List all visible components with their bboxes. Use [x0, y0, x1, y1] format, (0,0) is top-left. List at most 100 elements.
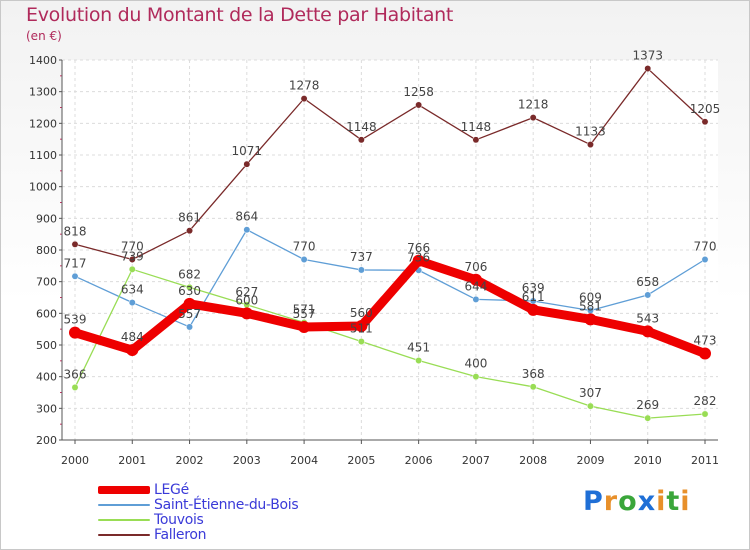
legend-label-falleron: Falleron	[154, 526, 207, 543]
data-point	[183, 297, 196, 310]
logo-letter: i	[680, 486, 691, 517]
data-point	[128, 299, 136, 307]
legend-swatch-saint-etienne-du-bois	[98, 503, 150, 506]
chart-title: Evolution du Montant de la Dette par Hab…	[26, 4, 454, 26]
data-label: 1133	[575, 125, 606, 139]
data-label: 366	[64, 367, 87, 381]
series-line-1	[74, 229, 706, 328]
legend-swatch-touvois	[98, 518, 150, 521]
data-label: 770	[293, 240, 316, 254]
data-label: 560	[350, 306, 373, 320]
legend-label-saint-etienne-du-bois: Saint-Étienne-du-Bois	[154, 496, 299, 513]
x-tick-label: 2001	[118, 454, 146, 467]
y-tick-label: 900	[36, 212, 57, 225]
y-tick-label: 800	[36, 244, 57, 257]
data-point	[529, 383, 537, 391]
data-label: 861	[178, 211, 201, 225]
data-point	[243, 226, 251, 234]
data-label: 818	[64, 224, 87, 238]
data-point	[240, 307, 253, 320]
data-point	[128, 256, 136, 263]
data-label: 557	[178, 307, 201, 321]
data-label: 557	[293, 307, 316, 321]
data-label: 581	[579, 299, 602, 313]
logo-letter: t	[666, 486, 681, 517]
data-label: 737	[350, 250, 373, 264]
legend-swatch-lege	[98, 485, 150, 494]
y-tick-label: 1000	[29, 181, 57, 194]
x-tick-label: 2006	[405, 454, 433, 467]
data-point	[584, 313, 597, 326]
y-tick-label: 1200	[29, 117, 57, 130]
x-tick-label: 2007	[462, 454, 490, 467]
x-tick-label: 2010	[634, 454, 662, 467]
data-point	[186, 283, 193, 291]
y-tick-label: 1300	[29, 86, 57, 99]
data-label: 864	[235, 210, 258, 224]
x-tick-label: 2008	[519, 454, 547, 467]
logo-letter: P	[583, 486, 604, 517]
x-tick-label: 2000	[61, 454, 89, 467]
data-label: 766	[407, 241, 430, 255]
data-label: 1278	[289, 79, 320, 93]
x-tick-label: 2003	[233, 454, 261, 467]
y-tick-label: 500	[36, 339, 57, 352]
data-label: 658	[636, 275, 659, 289]
data-point	[300, 256, 308, 263]
data-label: 511	[350, 322, 373, 336]
chart-subtitle: (en €)	[26, 29, 62, 43]
data-point	[412, 254, 425, 267]
data-point	[587, 141, 594, 149]
data-point	[701, 118, 709, 126]
legend-label-lege: LEGé	[154, 481, 189, 498]
data-label: 1148	[346, 120, 377, 134]
data-label: 630	[178, 284, 201, 298]
data-point	[357, 338, 365, 345]
data-label: 539	[64, 313, 87, 327]
data-point	[71, 383, 79, 391]
data-point	[472, 295, 480, 303]
data-label: 543	[636, 311, 659, 325]
data-point	[701, 410, 709, 418]
data-point	[69, 326, 81, 339]
data-label: 451	[407, 341, 430, 355]
data-point	[472, 136, 480, 144]
x-tick-label: 2009	[576, 454, 604, 467]
data-label: 770	[121, 240, 144, 254]
y-tick-label: 1400	[29, 54, 57, 67]
series-line-3	[74, 67, 706, 261]
legend-item-lege: LEGé	[98, 481, 298, 498]
data-label: 600	[235, 293, 258, 307]
logo-letter: o	[618, 486, 638, 517]
data-point	[71, 240, 79, 248]
data-label: 609	[579, 290, 602, 304]
y-tick-label: 700	[36, 276, 57, 289]
data-label: 1148	[461, 120, 492, 134]
y-tick-label: 400	[36, 371, 57, 384]
data-point	[357, 266, 365, 274]
data-label: 736	[407, 250, 430, 264]
data-label: 1373	[632, 49, 663, 63]
data-point	[527, 303, 540, 316]
data-point	[415, 101, 423, 109]
data-label: 717	[64, 256, 87, 270]
data-label: 682	[178, 267, 201, 281]
data-point	[186, 323, 193, 331]
data-label: 282	[694, 394, 717, 408]
data-label: 571	[293, 303, 316, 317]
y-tick-label: 600	[36, 307, 57, 320]
data-point	[243, 160, 251, 168]
logo-letter: r	[603, 486, 619, 517]
data-point	[469, 273, 482, 286]
data-label: 611	[522, 290, 545, 304]
data-label: 739	[121, 249, 144, 263]
data-label: 368	[522, 367, 545, 381]
data-point	[472, 373, 480, 381]
data-point	[641, 325, 654, 338]
series-line-2	[74, 268, 706, 419]
data-point	[71, 272, 79, 280]
data-label: 307	[579, 386, 602, 400]
data-point	[529, 114, 537, 122]
data-point	[415, 357, 423, 364]
data-label: 627	[235, 285, 258, 299]
